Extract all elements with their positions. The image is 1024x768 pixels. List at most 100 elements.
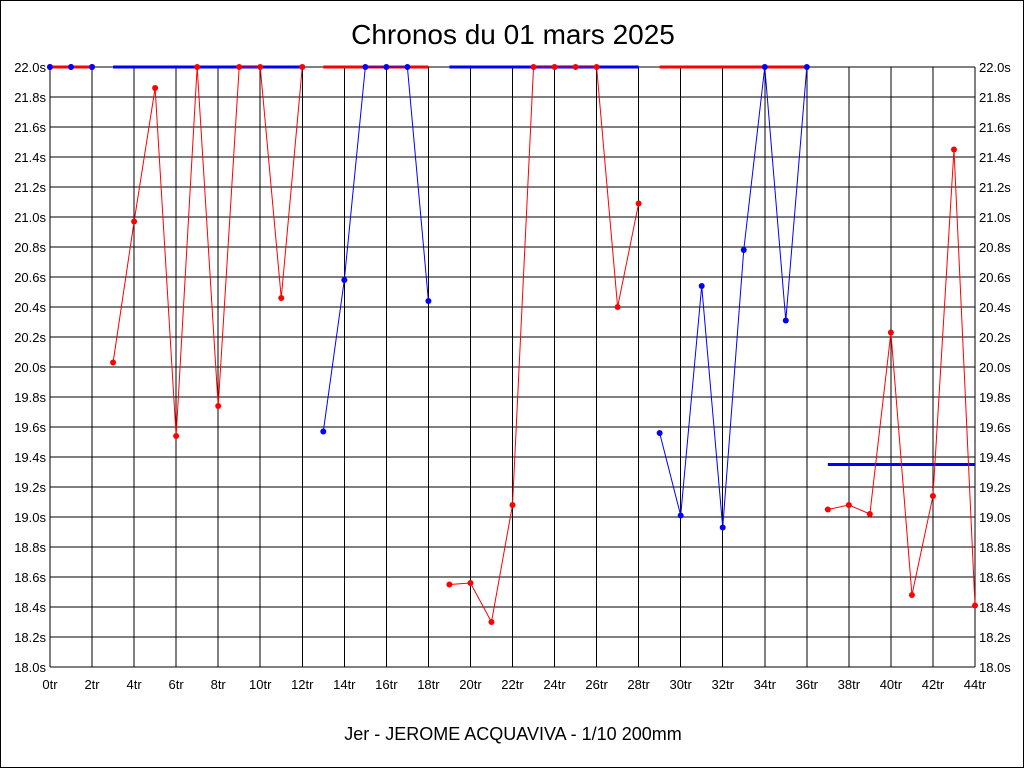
y-tick-label-right: 21.2s: [979, 180, 1011, 195]
data-point: [425, 298, 432, 304]
y-tick-label-right: 18.0s: [979, 660, 1011, 675]
y-tick-label-left: 20.0s: [14, 360, 46, 375]
data-point: [47, 64, 53, 70]
y-tick-label-left: 18.2s: [14, 630, 46, 645]
data-point: [110, 359, 117, 366]
data-point: [152, 85, 159, 91]
data-point: [320, 428, 327, 435]
data-point: [824, 506, 831, 513]
y-tick-label-left: 19.0s: [14, 510, 46, 525]
y-tick-label-left: 19.4s: [14, 450, 46, 465]
x-tick-label: 6tr: [169, 677, 185, 692]
y-tick-label-left: 21.4s: [14, 150, 46, 165]
data-point: [950, 146, 957, 153]
x-tick-label: 18tr: [417, 677, 440, 692]
data-point: [929, 493, 936, 499]
data-point: [740, 247, 747, 253]
y-tick-label-left: 21.2s: [14, 180, 46, 195]
y-tick-label-left: 19.8s: [14, 390, 46, 405]
data-point: [299, 64, 306, 70]
data-point: [572, 64, 579, 70]
data-point: [446, 581, 453, 588]
data-point: [341, 277, 348, 283]
y-tick-label-left: 21.8s: [14, 90, 46, 105]
y-tick-label-left: 19.6s: [14, 420, 46, 435]
x-tick-label: 42tr: [922, 677, 945, 692]
x-tick-label: 22tr: [501, 677, 524, 692]
data-point: [887, 329, 894, 336]
series-layer: [47, 64, 978, 625]
x-tick-label: 0tr: [42, 677, 58, 692]
data-point: [383, 64, 390, 70]
x-tick-label: 34tr: [754, 677, 777, 692]
x-tick-label: 38tr: [838, 677, 861, 692]
y-tick-label-right: 19.6s: [979, 420, 1011, 435]
data-point: [614, 304, 621, 310]
x-tick-label: 24tr: [543, 677, 566, 692]
x-tick-label: 26tr: [585, 677, 608, 692]
x-tick-label: 36tr: [796, 677, 819, 692]
x-tick-label: 16tr: [375, 677, 398, 692]
data-point: [509, 502, 516, 508]
data-point: [698, 283, 705, 289]
data-point: [656, 430, 663, 436]
data-point: [803, 64, 810, 70]
data-point: [719, 524, 726, 531]
y-tick-label-left: 19.2s: [14, 480, 46, 495]
y-tick-label-left: 18.8s: [14, 540, 46, 555]
y-tick-label-right: 20.4s: [979, 300, 1011, 315]
y-tick-label-right: 18.6s: [979, 570, 1011, 585]
grid-layer: [49, 66, 976, 668]
x-tick-label: 10tr: [249, 677, 272, 692]
data-point: [362, 64, 369, 70]
y-tick-label-left: 20.2s: [14, 330, 46, 345]
data-point: [404, 64, 411, 70]
x-tick-label: 2tr: [84, 677, 100, 692]
y-tick-label-left: 18.4s: [14, 600, 46, 615]
y-tick-label-left: 22.0s: [14, 60, 46, 75]
x-tick-label: 20tr: [459, 677, 482, 692]
series-line: [827, 149, 976, 606]
y-tick-label-right: 20.2s: [979, 330, 1011, 345]
data-point: [551, 64, 558, 70]
data-point: [866, 511, 873, 517]
y-tick-label-left: 20.8s: [14, 240, 46, 255]
y-tick-label-left: 20.6s: [14, 270, 46, 285]
y-tick-label-right: 20.6s: [979, 270, 1011, 285]
y-tick-label-left: 21.0s: [14, 210, 46, 225]
x-tick-label: 4tr: [127, 677, 143, 692]
data-point: [677, 512, 684, 519]
x-tick-label: 30tr: [669, 677, 692, 692]
y-tick-label-right: 20.0s: [979, 360, 1011, 375]
y-tick-label-right: 21.6s: [979, 120, 1011, 135]
y-tick-label-right: 22.0s: [979, 60, 1011, 75]
y-tick-label-right: 19.8s: [979, 390, 1011, 405]
y-tick-label-right: 18.4s: [979, 600, 1011, 615]
x-tick-label: 12tr: [291, 677, 314, 692]
data-point: [278, 295, 285, 301]
x-tick-label: 32tr: [712, 677, 735, 692]
data-point: [593, 64, 600, 70]
y-tick-label-right: 18.8s: [979, 540, 1011, 555]
data-point: [761, 64, 768, 70]
y-tick-label-right: 19.2s: [979, 480, 1011, 495]
y-tick-label-right: 21.0s: [979, 210, 1011, 225]
data-point: [782, 317, 789, 324]
data-point: [908, 592, 915, 598]
series-line: [449, 66, 640, 624]
tick-labels-layer: 0tr 2tr 4tr 6tr 8tr 10tr 12tr 14tr 16tr 18tr 20tr 2…: [14, 60, 1011, 692]
data-point: [635, 200, 642, 207]
y-tick-label-left: 18.6s: [14, 570, 46, 585]
y-tick-label-left: 21.6s: [14, 120, 46, 135]
data-point: [68, 64, 75, 70]
y-tick-label-right: 21.4s: [979, 150, 1011, 165]
x-tick-label: 14tr: [333, 677, 356, 692]
x-tick-label: 44tr: [964, 677, 987, 692]
data-point: [215, 403, 222, 409]
series-line: [659, 66, 808, 528]
x-tick-label: 40tr: [880, 677, 903, 692]
series-line: [112, 66, 303, 437]
data-point: [236, 64, 243, 70]
data-point: [89, 64, 96, 70]
